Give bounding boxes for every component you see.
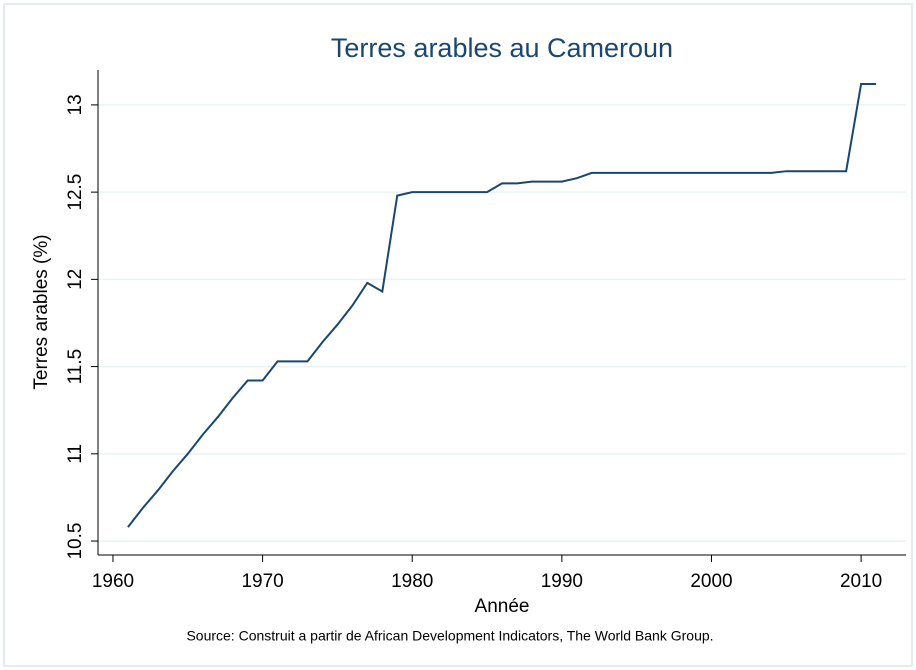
y-tick-label: 13 — [65, 94, 86, 115]
y-tick-label: 12.5 — [65, 174, 86, 211]
data-line — [127, 82, 877, 528]
x-tick-label: 1970 — [241, 571, 283, 592]
x-tick-label: 2010 — [840, 571, 882, 592]
y-tick-label: 12 — [65, 269, 86, 290]
x-axis-title: Année — [475, 596, 530, 617]
x-tick-label: 1990 — [541, 571, 583, 592]
y-axis-title: Terres arables (%) — [31, 234, 52, 389]
chart-title: Terres arables au Cameroun — [331, 33, 673, 63]
x-tick-label: 1960 — [92, 571, 134, 592]
y-tick-label: 10.5 — [65, 523, 86, 560]
source-note: Source: Construit a partir de African De… — [186, 628, 713, 644]
x-tick-label: 2000 — [690, 571, 732, 592]
chart-frame — [3, 3, 913, 667]
y-tick-label: 11 — [65, 444, 86, 464]
x-tick-label: 1980 — [391, 571, 433, 592]
y-tick-label: 11.5 — [65, 349, 86, 385]
